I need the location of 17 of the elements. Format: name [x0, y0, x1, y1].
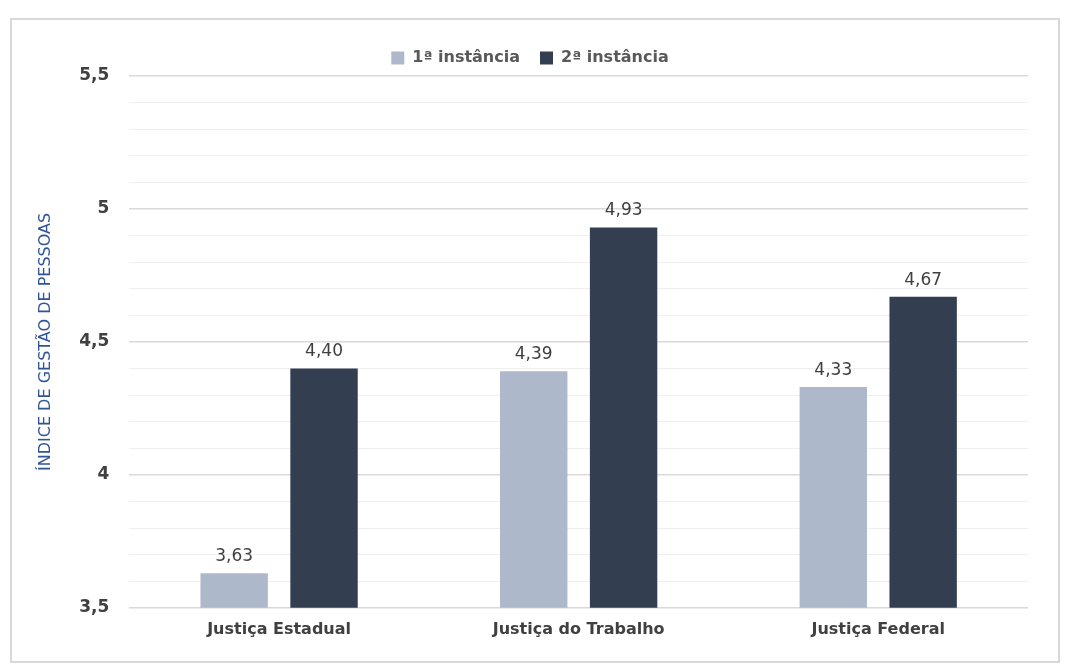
data-label: 3,63: [215, 545, 254, 566]
legend-label: 1ª instância: [412, 47, 521, 67]
data-label: 4,40: [305, 340, 343, 361]
data-label: 4,39: [514, 343, 553, 364]
x-tick-label: Justiça Federal: [810, 618, 945, 638]
y-tick-label: 4,5: [79, 330, 110, 351]
y-axis-title: ÍNDICE DE GESTÃO DE PESSOAS: [34, 212, 54, 471]
legend-label: 2ª instância: [561, 47, 669, 67]
x-tick-label: Justiça Estadual: [206, 618, 352, 638]
data-label: 4,93: [604, 199, 643, 220]
x-tick-label: Justiça do Trabalho: [491, 618, 665, 638]
y-tick-label: 4: [97, 463, 110, 484]
y-tick-label: 5: [97, 197, 110, 218]
data-label: 4,33: [814, 359, 853, 380]
y-tick-label: 3,5: [79, 596, 110, 617]
data-label: 4,67: [904, 268, 943, 289]
y-tick-label: 5,5: [79, 64, 110, 85]
